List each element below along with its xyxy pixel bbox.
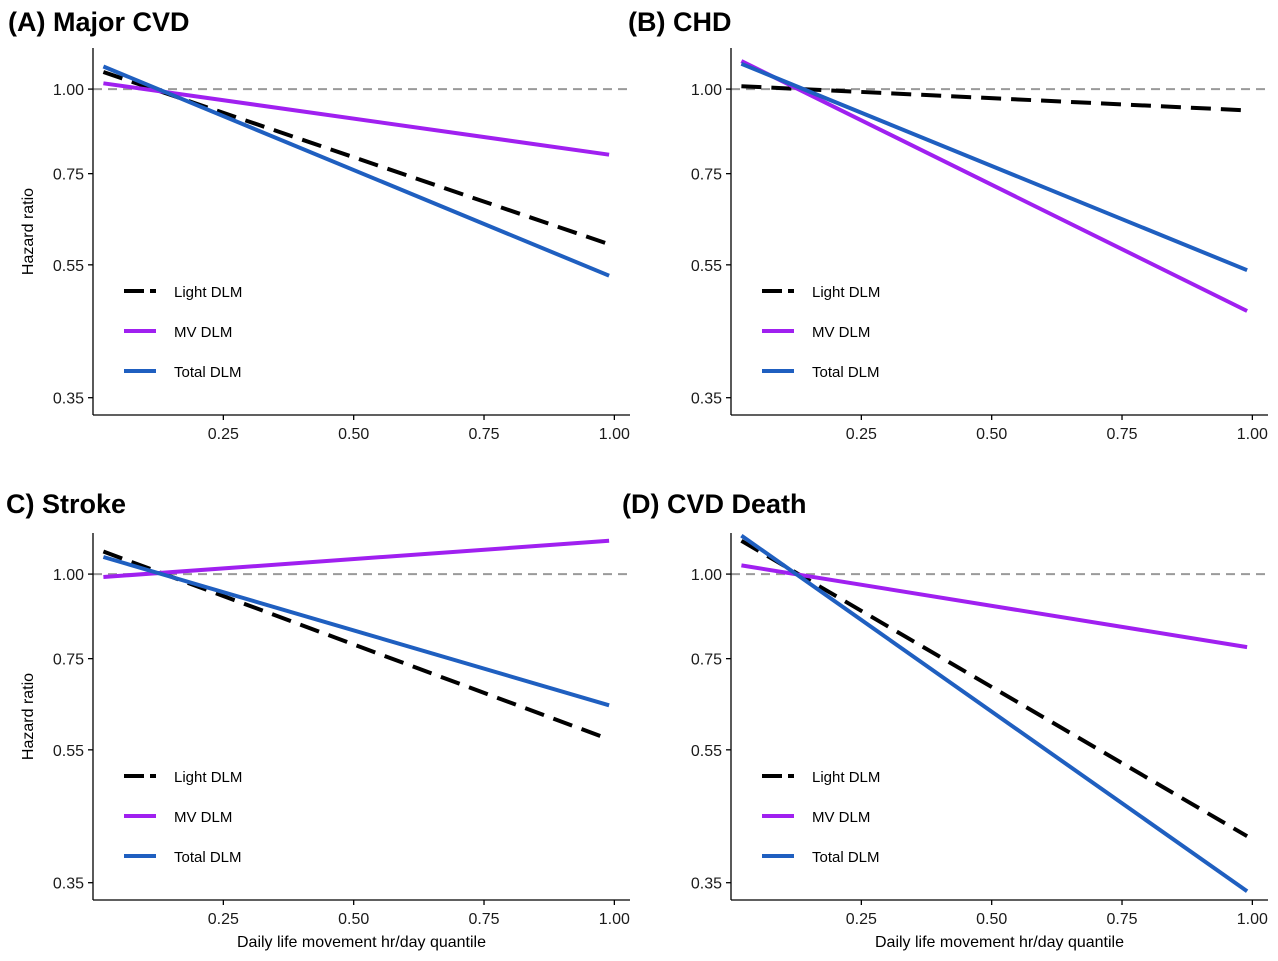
legend-label: Total DLM — [812, 364, 880, 381]
series-line-total-dlm — [740, 61, 1248, 273]
legend-label: MV DLM — [812, 324, 870, 341]
y-tick-label: 1.00 — [53, 567, 84, 584]
y-tick-label: 0.35 — [691, 876, 722, 893]
series-line-light-dlm — [740, 539, 1249, 838]
x-tick-label: 0.75 — [468, 426, 499, 443]
y-tick-label: 0.55 — [691, 743, 722, 760]
panel-title: (A) Major CVD — [8, 7, 190, 37]
x-tick-label: 0.25 — [846, 911, 877, 928]
x-tick-label: 0.25 — [208, 911, 239, 928]
legend-label: Total DLM — [812, 849, 880, 866]
legend-label: MV DLM — [174, 324, 232, 341]
y-axis-title: Hazard ratio — [20, 188, 37, 275]
x-tick-label: 1.00 — [599, 911, 630, 928]
series-line-mv-dlm — [103, 81, 610, 157]
series-line-mv-dlm — [740, 59, 1248, 313]
x-tick-label: 1.00 — [1237, 911, 1268, 928]
chart-panel-2: C) Stroke 0.35 0.55 0.75 1.00 0.25 0.50 0.75 1.0… — [6, 489, 630, 951]
chart-panel-0: (A) Major CVD 0.35 0.55 0.75 1.00 0.25 0.50 0.7… — [8, 7, 630, 443]
legend-label: Light DLM — [812, 284, 880, 301]
y-tick-label: 0.35 — [53, 391, 84, 408]
y-axis-title: Hazard ratio — [20, 673, 37, 760]
x-tick-label: 1.00 — [1237, 426, 1268, 443]
series-line-light-dlm — [741, 84, 1248, 113]
legend-label: MV DLM — [174, 809, 232, 826]
x-tick-label: 0.50 — [338, 911, 369, 928]
x-tick-label: 0.50 — [338, 426, 369, 443]
legend-label: Light DLM — [174, 284, 242, 301]
y-tick-label: 1.00 — [691, 567, 722, 584]
legend-label: Total DLM — [174, 849, 242, 866]
chart-panel-3: (D) CVD Death 0.35 0.55 0.75 1.00 0.25 0.50 0.7… — [622, 489, 1268, 951]
x-tick-label: 0.50 — [976, 911, 1007, 928]
y-tick-label: 0.35 — [691, 391, 722, 408]
y-tick-label: 0.75 — [53, 652, 84, 669]
legend-label: Light DLM — [174, 769, 242, 786]
x-axis-title: Daily life movement hr/day quantile — [875, 934, 1124, 951]
x-tick-label: 0.75 — [468, 911, 499, 928]
y-tick-label: 0.35 — [53, 876, 84, 893]
x-tick-label: 1.00 — [599, 426, 630, 443]
x-tick-label: 0.75 — [1106, 426, 1137, 443]
legend-label: MV DLM — [812, 809, 870, 826]
panel-title: (D) CVD Death — [622, 489, 807, 519]
series-line-total-dlm — [102, 555, 610, 708]
series-line-total-dlm — [740, 533, 1249, 893]
x-tick-label: 0.75 — [1106, 911, 1137, 928]
x-axis-title: Daily life movement hr/day quantile — [237, 934, 486, 951]
y-tick-label: 0.55 — [53, 743, 84, 760]
y-tick-label: 0.55 — [691, 258, 722, 275]
series-line-mv-dlm — [741, 563, 1248, 650]
y-tick-label: 1.00 — [691, 82, 722, 99]
x-tick-label: 0.50 — [976, 426, 1007, 443]
series-line-mv-dlm — [103, 538, 610, 579]
x-tick-label: 0.25 — [208, 426, 239, 443]
y-tick-label: 0.55 — [53, 258, 84, 275]
x-tick-label: 0.25 — [846, 426, 877, 443]
legend-label: Total DLM — [174, 364, 242, 381]
series-line-total-dlm — [102, 64, 610, 278]
panel-title: (B) CHD — [628, 7, 731, 37]
panel-title: C) Stroke — [6, 489, 126, 519]
y-tick-label: 0.75 — [53, 167, 84, 184]
y-tick-label: 0.75 — [691, 652, 722, 669]
chart-panel-1: (B) CHD 0.35 0.55 0.75 1.00 0.25 0.50 0.75 1.00 L… — [628, 7, 1268, 443]
legend-label: Light DLM — [812, 769, 880, 786]
y-tick-label: 0.75 — [691, 167, 722, 184]
y-tick-label: 1.00 — [53, 82, 84, 99]
